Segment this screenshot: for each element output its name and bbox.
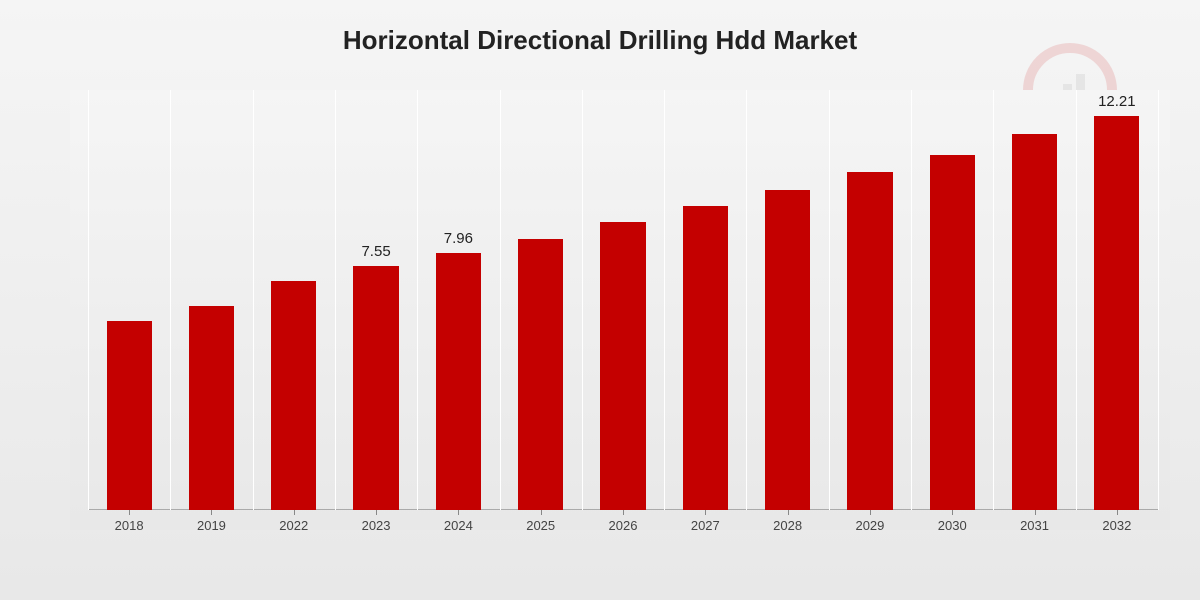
bar [107,321,152,510]
bar [436,253,481,510]
x-tick-label: 2032 [1102,518,1131,533]
vertical-gridline [582,90,583,510]
chart-container: 2018 2019 2022 2023 7.55 2024 7.96 2025 2026 2027… [70,90,1170,530]
bar [683,206,728,510]
x-tick-mark [129,510,130,515]
vertical-gridline [335,90,336,510]
x-tick-mark [294,510,295,515]
vertical-gridline [911,90,912,510]
bar [1012,134,1057,510]
bar [271,281,316,510]
bar-value-label: 7.96 [444,230,473,247]
x-tick-mark [952,510,953,515]
vertical-gridline [746,90,747,510]
bar [518,239,563,510]
x-tick-mark [1035,510,1036,515]
x-tick-label: 2031 [1020,518,1049,533]
vertical-gridline [253,90,254,510]
x-tick-label: 2027 [691,518,720,533]
vertical-gridline [417,90,418,510]
bar [353,266,398,510]
bar [847,172,892,510]
bar [600,222,645,510]
vertical-gridline [1158,90,1159,510]
vertical-gridline [829,90,830,510]
x-tick-label: 2019 [197,518,226,533]
x-tick-label: 2024 [444,518,473,533]
vertical-gridline [664,90,665,510]
x-tick-mark [376,510,377,515]
vertical-gridline [993,90,994,510]
x-tick-label: 2025 [526,518,555,533]
bar [765,190,810,510]
vertical-gridline [88,90,89,510]
x-tick-label: 2022 [279,518,308,533]
bar [1094,116,1139,510]
x-tick-mark [211,510,212,515]
bar-value-label: 7.55 [361,243,390,260]
vertical-gridline [500,90,501,510]
x-tick-label: 2030 [938,518,967,533]
x-tick-mark [458,510,459,515]
vertical-gridline [170,90,171,510]
x-tick-mark [623,510,624,515]
x-tick-label: 2026 [609,518,638,533]
vertical-gridline [1076,90,1077,510]
x-tick-label: 2018 [115,518,144,533]
x-tick-mark [788,510,789,515]
x-tick-mark [1117,510,1118,515]
x-tick-label: 2023 [362,518,391,533]
bar [930,155,975,510]
x-tick-mark [870,510,871,515]
x-tick-label: 2028 [773,518,802,533]
x-tick-mark [541,510,542,515]
bar [189,306,234,510]
bar-value-label: 12.21 [1098,93,1136,110]
x-tick-mark [705,510,706,515]
plot-area: 20182019202220237.5520247.96202520262027… [88,90,1158,510]
x-tick-label: 2029 [855,518,884,533]
